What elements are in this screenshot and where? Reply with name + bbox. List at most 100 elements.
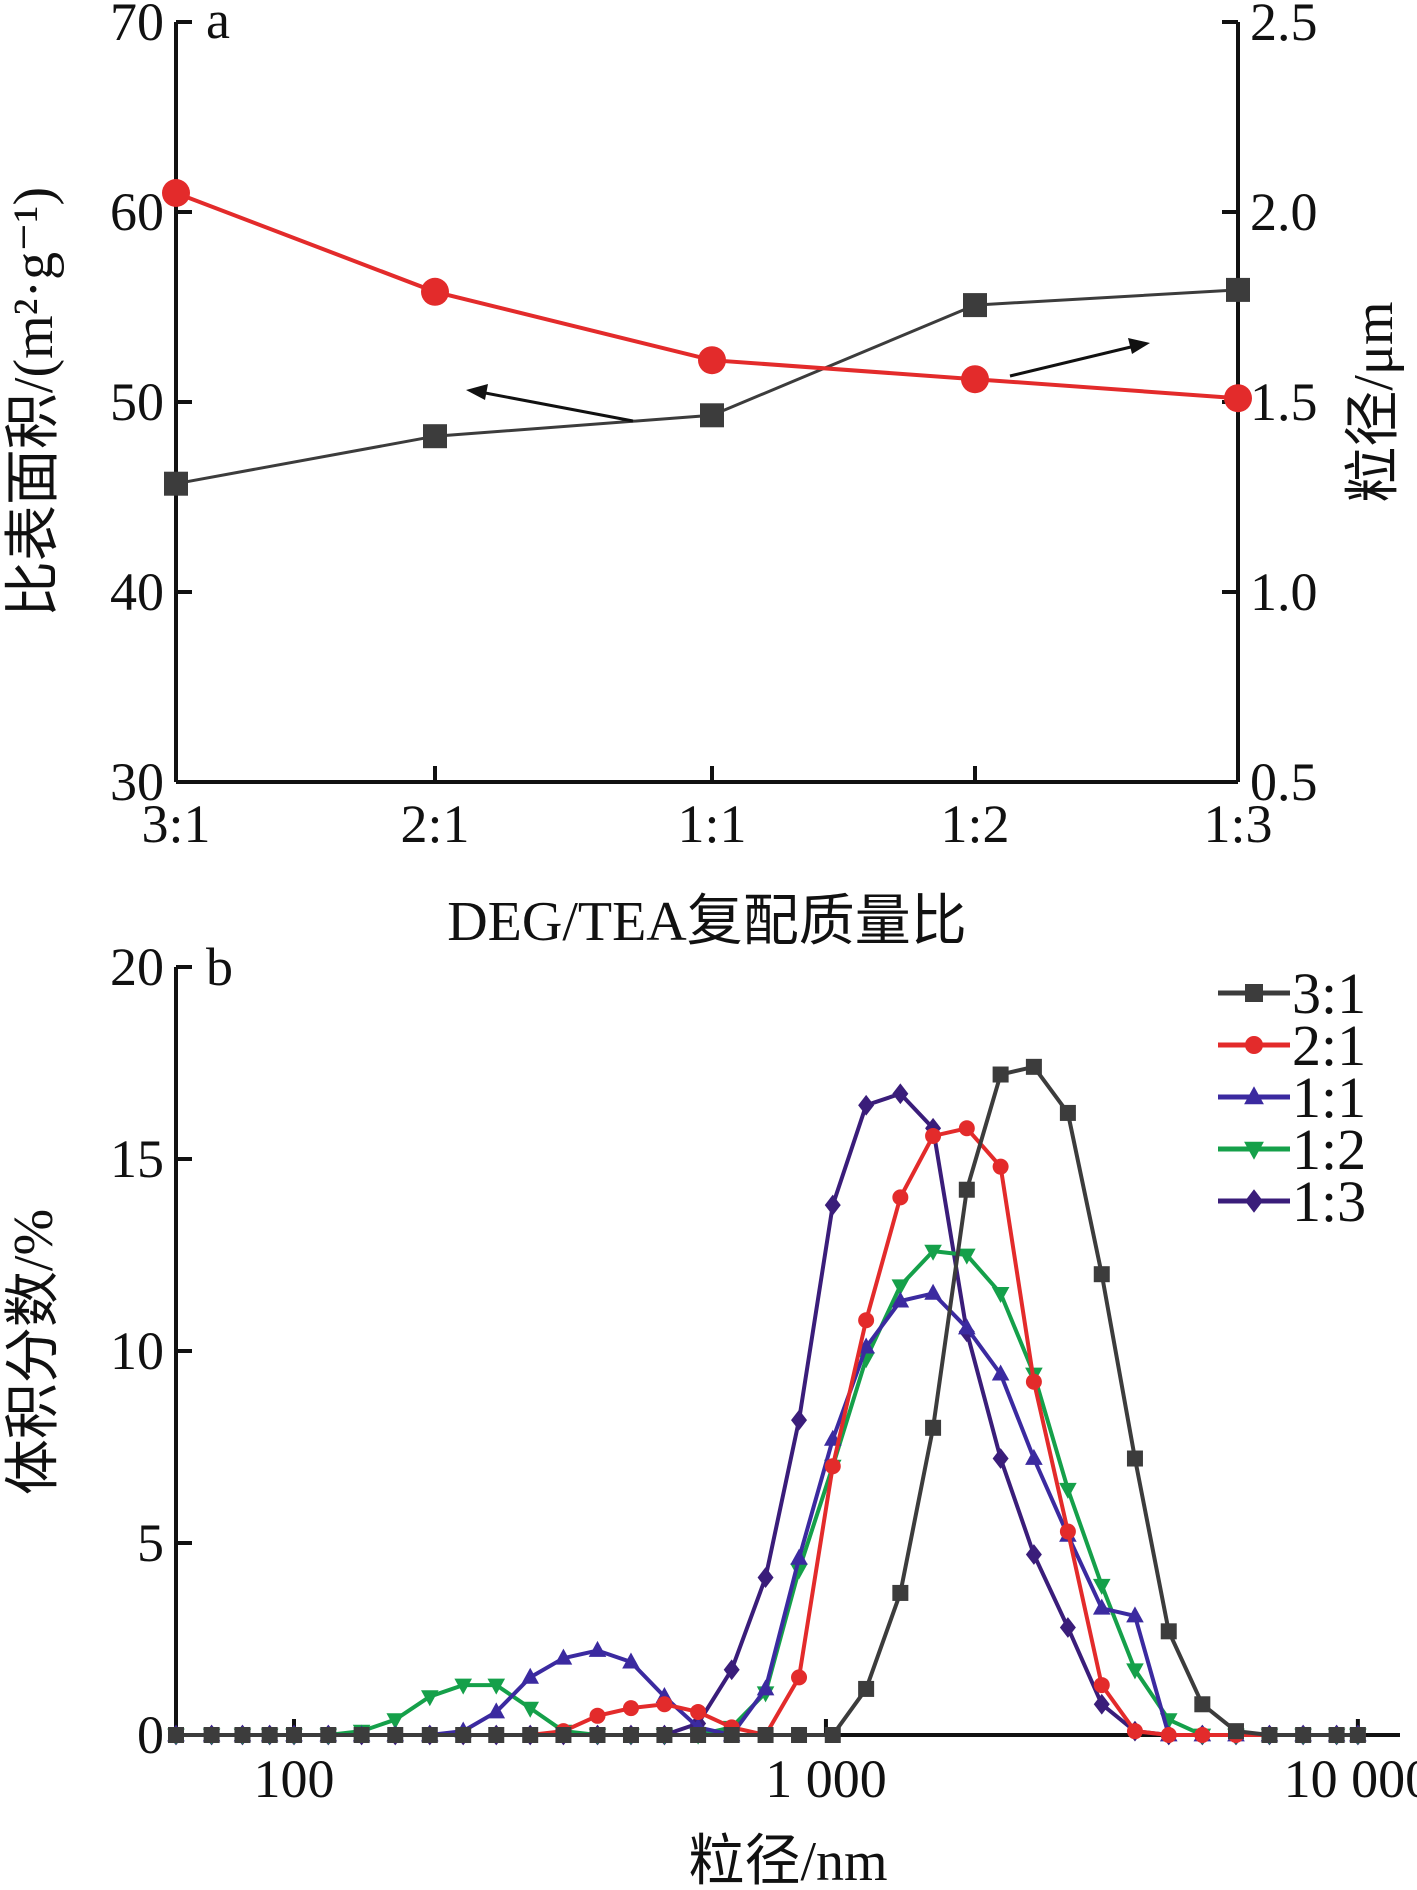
panel-b-y-tick-label: 5: [137, 1513, 164, 1573]
panel-a-series-left-point: [1226, 277, 1250, 302]
panel-b-series-point: [589, 1727, 606, 1743]
panel-b-ylabel: 体积分数/%: [3, 1209, 65, 1495]
panel-b-series-point: [690, 1703, 707, 1720]
panel-b-series-point: [925, 1419, 942, 1436]
panel-b-series-point: [168, 1727, 184, 1743]
panel-b-series-point: [522, 1727, 539, 1743]
panel-b-series-point: [991, 1364, 1010, 1381]
panel-a-left-tick-label: 70: [110, 0, 164, 52]
arrow-to-left-axis: [479, 390, 634, 423]
panel-b-series-point: [1328, 1727, 1345, 1743]
panel-b-series-point: [1025, 1373, 1042, 1390]
panel-b-series-point: [203, 1727, 220, 1743]
panel-b-series-point: [286, 1727, 303, 1743]
panel-b-series-point: [690, 1727, 707, 1743]
panel-b-y-tick-label: 0: [137, 1705, 164, 1765]
panel-b-series-point: [588, 1640, 607, 1657]
panel-b-series-point: [958, 1120, 975, 1137]
panel-b-series-point: [1261, 1727, 1278, 1743]
panel-b-series-point: [857, 1337, 875, 1354]
panel-b-series-point: [454, 1678, 472, 1695]
panel-b-series-line: [176, 1291, 1358, 1738]
panel-b-series-line: [176, 1126, 1358, 1738]
panel-a-series-left-point: [963, 293, 987, 318]
panel-b-series-point: [723, 1727, 740, 1743]
panel-b-series-point: [1092, 1598, 1111, 1615]
panel-b-series-line: [176, 1064, 1358, 1737]
panel-b-xlabel: 粒径/nm: [688, 1831, 887, 1890]
panel-b-series-point: [622, 1652, 640, 1669]
panel-b-series-point: [555, 1727, 572, 1743]
panel-b-series-point: [824, 1727, 841, 1743]
panel-b-series-point: [1126, 1663, 1144, 1680]
panel-b-series-point: [656, 1727, 673, 1743]
panel-a-right-tick-label: 1.0: [1250, 562, 1318, 622]
panel-b-series-point: [756, 1679, 775, 1696]
panel-b-series-point: [1160, 1623, 1177, 1640]
panel-b-series-point: [1160, 1727, 1177, 1743]
panel-b-series-point: [723, 1659, 740, 1681]
panel-b-series-point: [1126, 1606, 1144, 1623]
panel-b-series-point: [320, 1727, 337, 1743]
panel-a-series-right-point: [961, 365, 989, 394]
panel-a-series-left-point: [700, 403, 724, 428]
panel-b-y-tick-label: 15: [110, 1129, 164, 1189]
panel-b-series-line: [176, 1249, 1358, 1737]
panel-a-plot-frame: [176, 22, 1238, 782]
panel-b-series-point: [261, 1727, 278, 1743]
panel-a-x-tick-label: 2:1: [400, 794, 469, 854]
panel-b-series-point: [992, 1066, 1009, 1083]
panel-a-series-right-point: [421, 277, 449, 306]
panel-b-series-point: [387, 1727, 404, 1743]
panel-a-x-tick-label: 1:3: [1203, 794, 1272, 854]
panel-b-series-point: [858, 1312, 875, 1329]
panel-a-left-tick-label: 50: [110, 372, 164, 432]
panel-b-y-tick-label: 20: [110, 937, 164, 997]
panel-a-x-tick-label: 1:2: [940, 794, 1009, 854]
panel-b-series-point: [386, 1713, 405, 1730]
panel-b-series-point: [791, 1669, 808, 1686]
panel-b-series-point: [488, 1727, 505, 1743]
panel-b-series-point: [1025, 1544, 1042, 1565]
panel-b-series-point: [521, 1701, 540, 1718]
panel-a-right-tick-label: 1.5: [1250, 372, 1318, 432]
panel-b-series-point: [1093, 1677, 1110, 1694]
panel-a-x-tick-label: 3:1: [141, 794, 210, 854]
legend-label: 1:3: [1292, 1169, 1366, 1234]
panel-a-xlabel: DEG/TEA复配质量比: [447, 891, 967, 953]
panel-a-series-left-point: [423, 424, 447, 449]
panel-b-series-point: [791, 1727, 808, 1743]
legend-label: 1:2: [1292, 1117, 1366, 1182]
legend-swatch-marker: [1245, 984, 1263, 1002]
panel-b-series-point: [622, 1700, 639, 1717]
panel-a-left-tick-label: 60: [110, 182, 164, 242]
panel-b-x-tick-label: 10 000: [1284, 1749, 1417, 1809]
panel-b-series-point: [589, 1707, 606, 1724]
panel-b-series-point: [1093, 1266, 1110, 1283]
panel-b-series-point: [858, 1094, 875, 1116]
panel-a-arrows: [466, 338, 1150, 423]
panel-b-legend: 3:12:11:11:21:3: [1218, 961, 1366, 1234]
panel-a-left-tick-label: 30: [110, 752, 164, 812]
panel-b-letter: b: [206, 937, 233, 997]
panel-b-series-point: [455, 1727, 472, 1743]
panel-b-series-point: [991, 1287, 1010, 1303]
panel-b-series-point: [420, 1690, 439, 1707]
panel-b-series-point: [1194, 1727, 1211, 1743]
panel-b-series-point: [958, 1318, 976, 1335]
panel-b-series-point: [554, 1648, 573, 1665]
panel-b-series-point: [521, 1667, 540, 1684]
panel-b-series-point: [1194, 1696, 1211, 1713]
panel-a-series-left-point: [164, 471, 188, 496]
panel-b-series-point: [1059, 1617, 1076, 1638]
panel-b-series-point: [958, 1181, 975, 1198]
panel-b-series-point: [992, 1158, 1009, 1175]
panel-b-series-point: [757, 1567, 774, 1588]
panel-b-series-point: [656, 1696, 673, 1713]
panel-a-ylabel-right: 粒径/μm: [1343, 301, 1405, 502]
panel-b-series-line: [176, 1091, 1358, 1737]
panel-b-series-point: [622, 1727, 639, 1743]
panel-b-x-tick-label: 100: [254, 1749, 335, 1809]
panel-b-series-point: [1092, 1578, 1111, 1595]
panel-b-series-point: [790, 1548, 808, 1565]
